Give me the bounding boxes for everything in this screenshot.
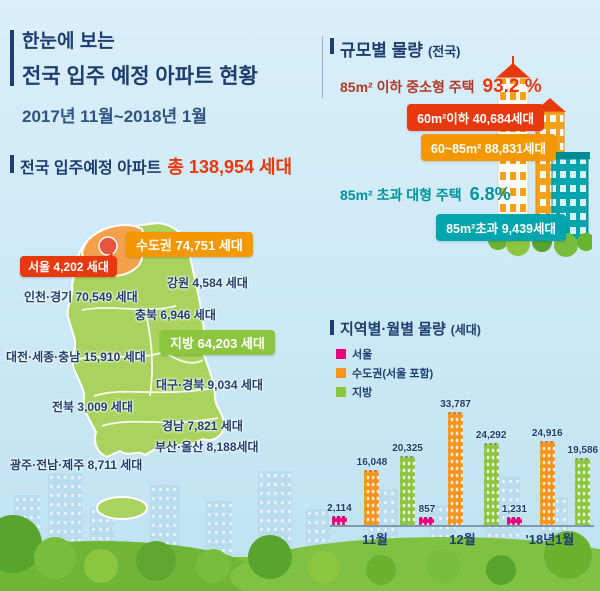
region-label-gyeongnam: 경남 7,821 세대 [162,419,243,433]
chart-legend: 서울 수도권(서울 포함) 지방 [336,346,433,403]
month-label: 11월 [362,532,388,547]
tree [248,535,292,579]
bar-column: 24,292 [475,430,507,525]
title-marker [330,320,334,335]
tree [544,531,592,579]
bar-서울 [419,517,435,525]
tree [84,549,118,583]
header-line1: 한눈에 보는 [22,31,115,52]
bar-지방 [575,458,591,525]
legend-label-capital: 수도권(서울 포함) [352,368,434,380]
tree [196,549,230,583]
total-value: 총 138,954 세대 [167,157,293,177]
month-label: 12월 [449,532,476,547]
korea-map [66,221,227,520]
tree [34,537,76,579]
date-range: 2017년 11월~2018년 1월 [22,107,207,126]
tree [308,551,340,583]
legend-label-seoul: 서울 [352,349,373,361]
region-label-jeonbuk: 전북 3,009 세대 [52,400,133,414]
region-label-gangwon: 강원 4,584 세대 [167,276,248,290]
bar-수도권(서울 포함) [448,412,464,525]
total-line: 전국 입주예정 아파트 총 138,954 세대 [20,153,292,179]
legend-swatch-local [336,387,346,397]
bar-column: 1,231 [502,504,527,525]
region-label-daegu-gyeongbuk: 대구·경북 9,034 세대 [156,378,263,392]
section-divider [322,36,323,98]
chart-month-labels: 11월 12월 '18년1월 [335,529,590,548]
bar-value-label: 33,787 [440,399,471,410]
legend-row-local: 지방 [336,384,433,400]
tree [426,549,460,583]
small-housing-value: 93.2 % [482,76,542,97]
local-badge: 지방 64,203 세대 [160,330,275,355]
legend-label-local: 지방 [352,387,373,399]
seoul-badge: 서울 4,202 세대 [20,256,117,277]
bar-column: 24,916 [532,428,563,525]
bar-서울 [506,517,522,525]
capital-badge: 수도권 74,751 세대 [126,232,253,257]
chart-x-axis [330,525,594,527]
badge-over-85: 85m²초과 9,439세대 [436,214,566,241]
bar-서울 [331,516,347,525]
bar-value-label: 20,325 [392,443,423,454]
bar-group: 857 33,787 24,292 [419,399,506,525]
scale-scope: (전국) [427,44,461,59]
title-marker [10,155,14,173]
bar-column: 33,787 [440,399,471,525]
bar-column: 2,114 [327,503,352,525]
region-label-busan-ulsan: 부산·울산 8,188세대 [155,440,259,454]
scale-title-text: 규모별 물량 [340,41,423,60]
small-housing-stat: 85m² 이하 중소형 주택 93.2 % [340,76,542,98]
page-title: 전국 입주 예정 아파트 현황 [22,65,258,88]
legend-row-seoul: 서울 [336,346,433,362]
bar-value-label: 19,586 [567,445,599,456]
chart-section-title: 지역별·월별 물량 (세대) [340,318,481,339]
chart-unit: (세대) [450,323,481,337]
jeju-island [96,496,148,520]
bar-value-label: 16,048 [356,457,388,468]
region-label-daejeon-sejong-chungnam: 대전·세종·충남 15,910 세대 [6,350,146,364]
tree [486,555,516,585]
bar-value-label: 1,231 [501,504,527,515]
badge-60-85: 60~85m² 88,831세대 [420,134,556,161]
bar-수도권(서울 포함) [539,441,555,525]
badge-under-60: 60m²이하 40,684세대 [407,104,544,131]
legend-swatch-capital [336,368,346,378]
region-label-chungbuk: 충북 6,946 세대 [135,308,216,322]
region-label-incheon-gyeonggi: 인천·경기 70,549 세대 [24,290,138,304]
month-label: '18년1월 [525,532,575,547]
bar-column: 857 [418,504,436,525]
bar-value-label: 24,292 [475,430,507,441]
region-label-gwangju-jeonnam-jeju: 광주·전남·제주 8,711 세대 [10,458,143,472]
large-housing-value: 6.8% [469,184,511,204]
legend-row-capital: 수도권(서울 포함) [336,365,433,381]
tree [366,555,396,585]
page-header: 한눈에 보는 전국 입주 예정 아파트 현황 2017년 11월~2018년 1… [22,26,258,127]
small-housing-label: 85m² 이하 중소형 주택 [340,79,475,95]
bar-수도권(서울 포함) [364,470,380,525]
legend-swatch-seoul [336,349,346,359]
title-marker [330,38,334,54]
bar-지방 [400,456,416,525]
bar-column: 16,048 [356,457,388,525]
title-marker [10,30,14,86]
bar-group: 1,231 24,916 19,586 [502,428,598,525]
bar-지방 [483,443,499,525]
tree [136,541,176,581]
bar-chart: 2,114 16,048 20,325 857 33,787 24,292 1,231 24,… [327,388,598,525]
large-housing-stat: 85m² 초과 대형 주택 6.8% [340,184,511,205]
bar-value-label: 24,916 [531,428,563,439]
bar-group: 2,114 16,048 20,325 [327,443,423,525]
seoul-region [98,236,118,256]
bar-value-label: 2,114 [327,503,352,514]
chart-title-text: 지역별·월별 물량 [340,321,446,338]
bar-column: 19,586 [567,445,599,525]
scale-section-title: 규모별 물량 (전국) [340,36,461,61]
bar-value-label: 857 [418,504,436,515]
total-label: 전국 입주예정 아파트 [20,160,162,177]
large-housing-label: 85m² 초과 대형 주택 [340,187,462,203]
bar-column: 20,325 [392,443,423,525]
